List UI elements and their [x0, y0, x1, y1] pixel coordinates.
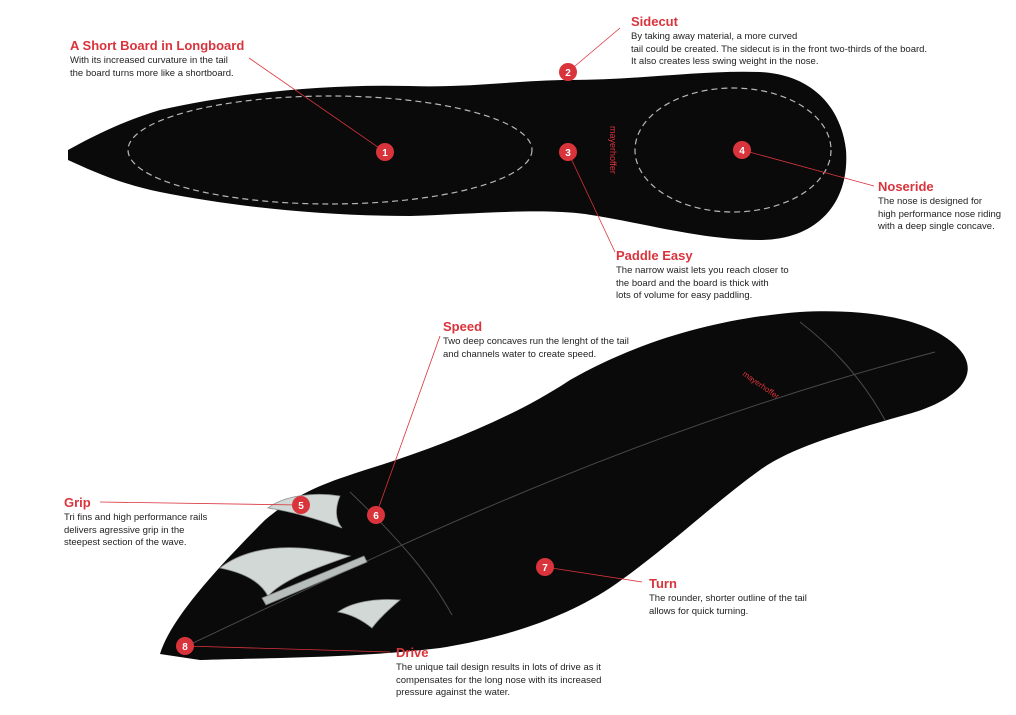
callout-turn: Turn The rounder, shorter outline of the… — [649, 576, 859, 618]
callout-grip-title: Grip — [64, 495, 91, 510]
callout-sidecut: Sidecut By taking away material, a more … — [631, 14, 971, 69]
callout-sidecut-line: It also creates less swing weight in the… — [631, 56, 819, 67]
callout-drive: Drive The unique tail design results in … — [396, 645, 666, 700]
tail-stitch-outline — [127, 95, 533, 205]
marker-8: 8 — [176, 637, 194, 655]
svg-text:4: 4 — [739, 146, 745, 157]
callout-turn-title: Turn — [649, 576, 677, 591]
fin-center — [219, 547, 352, 597]
callout-turn-line: allows for quick turning. — [649, 605, 749, 617]
svg-text:6: 6 — [373, 511, 379, 522]
callout-noseride-line: with a deep single concave. — [878, 221, 995, 232]
marker-1: 1 — [376, 143, 394, 161]
top-board-logo: mayerhoffer — [608, 126, 618, 174]
callout-drive-title: Drive — [396, 645, 429, 660]
nose-stitch-outline — [634, 87, 832, 213]
callout-paddle-easy-line: the board and the board is thick with — [616, 277, 769, 289]
leader-6 — [375, 335, 441, 516]
concave-line-nose — [799, 321, 886, 421]
callout-drive-line: compensates for the long nose with its i… — [396, 674, 602, 686]
top-board — [68, 71, 847, 240]
svg-text:8: 8 — [182, 642, 188, 653]
callout-sidecut-title: Sidecut — [631, 14, 678, 29]
callout-grip-line: steepest section of the wave. — [64, 537, 187, 548]
leader-2 — [567, 27, 621, 73]
leader-4 — [741, 149, 875, 187]
callout-paddle-easy: Paddle Easy The narrow waist lets you re… — [616, 248, 836, 303]
callout-sidecut-line: tail could be created. The sidecut is in… — [631, 43, 928, 55]
marker-7: 7 — [536, 558, 554, 576]
callout-paddle-easy-line: The narrow waist lets you reach closer t… — [616, 265, 789, 276]
bottom-center-stringer — [177, 351, 936, 651]
callout-drive-line: pressure against the water. — [396, 687, 511, 698]
callout-grip: Grip Tri fins and high performance rails… — [64, 495, 244, 550]
marker-6: 6 — [367, 506, 385, 524]
callout-grip-line: delivers agressive grip in the — [64, 524, 185, 536]
leader-1 — [248, 57, 386, 153]
callout-paddle-easy-title: Paddle Easy — [616, 248, 693, 263]
leader-3 — [567, 151, 616, 253]
svg-text:5: 5 — [298, 501, 304, 512]
bottom-board — [160, 311, 968, 660]
callout-speed: Speed Two deep concaves run the lenght o… — [443, 319, 673, 361]
callout-drive-line: The unique tail design results in lots o… — [396, 662, 601, 673]
marker-4: 4 — [733, 141, 751, 159]
callout-noseride: Noseride The nose is designed for high p… — [878, 179, 1013, 234]
callout-short-board: A Short Board in Longboard With its incr… — [70, 38, 310, 80]
callout-sidecut-line: By taking away material, a more curved — [631, 31, 798, 42]
callout-speed-title: Speed — [443, 319, 483, 334]
callout-turn-line: The rounder, shorter outline of the tail — [649, 593, 807, 604]
callout-speed-line: and channels water to create speed. — [443, 348, 597, 360]
marker-5: 5 — [292, 496, 310, 514]
leader-7 — [544, 566, 643, 583]
svg-text:7: 7 — [542, 563, 548, 574]
callout-short-board-title: A Short Board in Longboard — [70, 38, 245, 53]
callout-paddle-easy-line: lots of volume for easy paddling. — [616, 290, 753, 301]
leader-lines — [99, 27, 875, 653]
svg-text:2: 2 — [565, 68, 571, 79]
concave-line-tail — [349, 491, 453, 616]
fin-side-lower — [336, 599, 402, 629]
leader-8 — [184, 645, 391, 653]
callout-noseride-line: high performance nose riding — [878, 208, 1002, 220]
callout-short-board-line: the board turns more like a shortboard. — [70, 67, 234, 79]
callout-grip-line: Tri fins and high performance rails — [64, 512, 208, 523]
callout-noseride-title: Noseride — [878, 179, 934, 194]
callout-short-board-line: With its increased curvature in the tail — [70, 55, 228, 66]
marker-2: 2 — [559, 63, 577, 81]
leader-5 — [99, 501, 301, 506]
fin-box — [261, 555, 368, 606]
svg-text:3: 3 — [565, 148, 571, 159]
callout-speed-line: Two deep concaves run the lenght of the … — [443, 336, 629, 347]
callout-noseride-line: The nose is designed for — [878, 196, 983, 207]
marker-3: 3 — [559, 143, 577, 161]
svg-text:1: 1 — [382, 148, 388, 159]
